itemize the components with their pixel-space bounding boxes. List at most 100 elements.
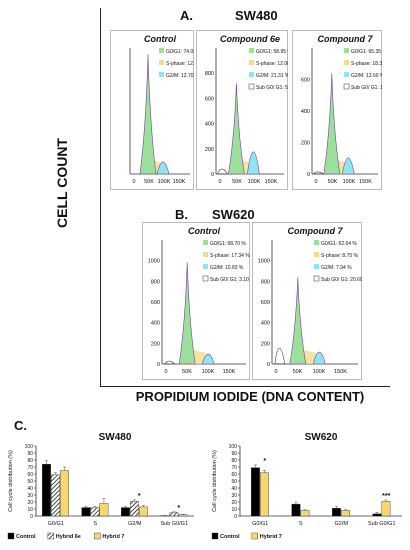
bar-chart-y-label: Cell cycle distribution (%) xyxy=(212,450,218,512)
legend-swatch xyxy=(313,275,320,282)
significance-marker: * xyxy=(138,493,141,500)
bar-chart-y-tick: 100 xyxy=(229,444,238,450)
bar-hybrid-7 xyxy=(341,510,350,517)
bar-chart-y-tick: 0 xyxy=(30,514,33,520)
bar-chart-y-tick: 20 xyxy=(231,500,237,506)
bar-control xyxy=(121,507,130,517)
legend-entry: G2/M: 13.60 % xyxy=(351,73,382,79)
significance-marker: * xyxy=(263,458,266,465)
bar-chart-y-tick: 10 xyxy=(27,507,33,513)
bar-chart-sw620: SW620 Cell cycle distribution (%) 01020304… xyxy=(211,432,402,540)
histogram-x-tick: 100K xyxy=(158,179,171,185)
histogram-y-tick: 0 xyxy=(307,172,310,178)
g0-g1-peak xyxy=(178,262,196,365)
legend-label: Hybrid 7 xyxy=(260,534,282,540)
histogram-x-tick: 50K xyxy=(328,179,338,185)
histogram-x-tick: 0 xyxy=(218,179,221,185)
legend-entry: S-phase: 8.75 % xyxy=(321,253,359,259)
legend-swatch xyxy=(314,264,319,269)
legend-swatch xyxy=(211,532,219,540)
dna-content-axis-label: PROPIDIUM IODIDE (DNA CONTENT) xyxy=(135,389,365,404)
legend-label: Control xyxy=(220,534,240,540)
cell-count-axis-line xyxy=(100,8,101,386)
bar-chart-y-tick: 10 xyxy=(231,507,237,513)
cell-count-axis-label: CELL COUNT xyxy=(54,138,70,228)
bar-chart-y-tick: 60 xyxy=(27,472,33,478)
sub-g0-g1-peak xyxy=(312,171,325,175)
sub-g0-g1-peak xyxy=(216,168,228,175)
legend-swatch xyxy=(159,48,164,53)
bar-chart-category-label: G0/G1 xyxy=(48,521,64,527)
dna-content-axis-line xyxy=(100,386,390,387)
histogram-x-tick: 50K xyxy=(293,369,303,375)
histogram-x-tick: 0 xyxy=(274,369,277,375)
bar-chart-y-tick: 50 xyxy=(27,479,33,485)
legend-swatch xyxy=(249,72,254,77)
legend-swatch xyxy=(343,83,350,90)
histogram-title: Compound 6e xyxy=(220,34,280,44)
histogram-x-tick: 150K xyxy=(173,179,186,185)
bar-chart-y-tick: 30 xyxy=(27,493,33,499)
bar-hybrid-6e xyxy=(169,512,179,517)
bar-control xyxy=(332,508,341,517)
legend-entry: Sub G0/ G1: 5.01 % xyxy=(256,85,288,91)
histogram-x-tick: 50K xyxy=(232,179,242,185)
bar-chart-title: SW480 xyxy=(99,432,132,443)
histogram-x-tick: 0 xyxy=(132,179,135,185)
bar-hybrid-7 xyxy=(178,514,188,517)
histogram-y-tick: 0 xyxy=(211,172,214,178)
histogram-y-tick: 800 xyxy=(205,71,214,77)
histogram-x-tick: 0 xyxy=(164,369,167,375)
bar-hybrid-7 xyxy=(300,510,310,517)
histogram-x-tick: 100K xyxy=(248,179,261,185)
legend-swatch xyxy=(202,275,209,282)
legend-swatch xyxy=(248,83,255,90)
legend-swatch xyxy=(314,252,319,257)
g0-g1-peak xyxy=(139,54,157,175)
histogram-y-tick: 600 xyxy=(301,78,310,84)
histogram-y-tick: 800 xyxy=(151,279,160,285)
bar-hybrid-6e xyxy=(51,474,60,517)
bar-chart-y-tick: 40 xyxy=(231,486,237,492)
legend-entry: S-phase: 18.31 % xyxy=(351,61,382,67)
histogram-y-tick: 600 xyxy=(151,300,160,306)
histogram-sw480-compound-6e: Compound 6e 0 50K 100K 150K 0 200 400 600 800 G0/G… xyxy=(196,30,288,190)
legend-swatch xyxy=(344,48,349,53)
bar-chart-y-tick: 20 xyxy=(27,500,33,506)
legend-label: Hybrid 6e xyxy=(56,534,81,540)
bar-chart-y-tick: 40 xyxy=(27,486,33,492)
legend-swatch xyxy=(94,532,101,540)
bar-hybrid-7 xyxy=(60,470,69,517)
bar-chart-category-label: G2/M xyxy=(128,521,142,527)
bar-hybrid-7 xyxy=(99,503,109,517)
bar-hybrid-7 xyxy=(381,501,391,517)
bar-hybrid-7 xyxy=(260,472,269,517)
histogram-y-tick: 800 xyxy=(261,279,270,285)
histogram-y-tick: 0 xyxy=(157,362,160,368)
histogram-x-tick: 0 xyxy=(314,179,317,185)
legend-swatch xyxy=(203,240,208,245)
bar-chart-sw480: SW480 Cell cycle distribution (%) 01020304… xyxy=(7,432,194,540)
bar-chart-category-label: G2/M xyxy=(335,521,349,527)
significance-marker: *** xyxy=(382,493,390,500)
bar-chart-y-tick: 90 xyxy=(231,451,237,457)
histogram-title: Compound 7 xyxy=(288,226,344,236)
histogram-y-tick: 0 xyxy=(267,362,270,368)
panel-b-cell-line: SW620 xyxy=(212,207,255,222)
legend-swatch xyxy=(344,72,349,77)
histogram-x-tick: 150K xyxy=(334,369,347,375)
legend-entry: Sub G0/ G1: 1.83 % xyxy=(351,85,382,91)
significance-marker: * xyxy=(177,505,180,512)
histogram-y-tick: 400 xyxy=(151,321,160,327)
g2-m-peak xyxy=(156,161,170,175)
histogram-y-tick: 1000 xyxy=(258,259,270,265)
histogram-x-tick: 150K xyxy=(265,179,278,185)
bar-control xyxy=(42,464,51,517)
legend-entry: G0/G1: 58.95 % xyxy=(256,49,288,55)
bar-chart-y-tick: 90 xyxy=(27,451,33,457)
legend-entry: Sub G0/ G1: 3.10 % xyxy=(210,277,250,283)
panel-a-label: A. xyxy=(180,8,193,23)
legend-swatch xyxy=(203,252,208,257)
histogram-x-tick: 100K xyxy=(343,179,356,185)
